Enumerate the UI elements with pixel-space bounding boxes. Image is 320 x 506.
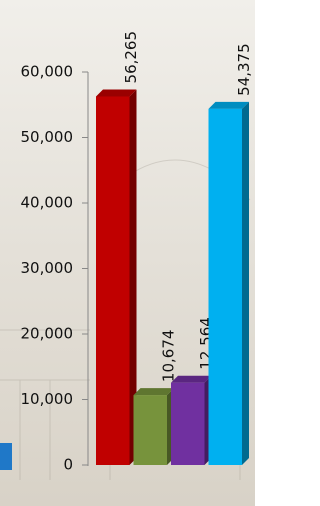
bar-top: [209, 102, 250, 109]
y-tick-label: 50,000: [21, 128, 74, 146]
value-label: 56,265: [122, 31, 140, 84]
chart: 0 10,000 20,000 30,000 40,000 50,000 60,000 56,…: [0, 0, 255, 506]
value-label: 10,674: [160, 330, 178, 383]
corner-marker: [0, 443, 12, 470]
y-tick-label: 30,000: [21, 259, 74, 277]
bar: [171, 383, 205, 465]
y-tick-label: 20,000: [21, 325, 74, 343]
value-label: 54,375: [235, 43, 253, 96]
y-tick-label: 10,000: [21, 390, 74, 408]
bar-side: [242, 102, 249, 465]
bar-top: [96, 89, 137, 96]
bar: [134, 395, 168, 465]
bar-top: [171, 376, 212, 383]
y-tick-label: 40,000: [21, 194, 74, 212]
bar: [96, 96, 130, 465]
y-tick-label: 60,000: [21, 63, 74, 81]
bar-top: [134, 388, 175, 395]
bar: [209, 109, 243, 465]
y-tick-label: 0: [63, 456, 73, 474]
